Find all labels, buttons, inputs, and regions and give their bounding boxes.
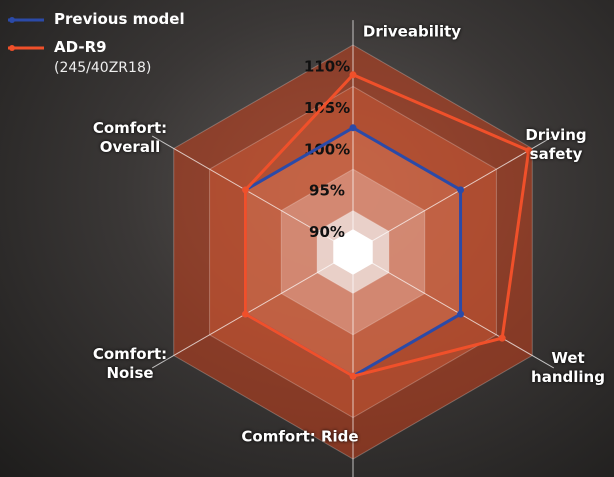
legend-subtitle: (245/40ZR18) [54, 60, 152, 76]
point [349, 124, 357, 132]
point [349, 71, 357, 79]
point [241, 310, 249, 318]
axis-label: Comfort: Overall [92, 119, 168, 156]
point [457, 310, 465, 318]
axis-line [151, 251, 354, 369]
axis-label: Comfort: Ride [241, 427, 359, 446]
r-tick-label: 95% [309, 182, 345, 200]
axis-label: Wet handling [531, 349, 605, 386]
r-tick-label: 105% [304, 99, 350, 117]
legend-label: Previous model [54, 10, 185, 28]
legend-label: AD-R9 [54, 38, 107, 56]
axis-line [352, 135, 555, 253]
r-tick-label: 90% [309, 223, 345, 241]
point [525, 147, 533, 155]
axis-line [151, 135, 354, 253]
legend-dot [9, 17, 15, 23]
point [457, 186, 465, 194]
r-tick-label: 110% [304, 58, 350, 76]
point [498, 334, 506, 342]
point [349, 372, 357, 380]
axis-line [352, 251, 555, 369]
axis-label: Driveability [362, 22, 462, 41]
axis-label: Driving safety [525, 126, 587, 163]
point [241, 186, 249, 194]
r-tick-label: 100% [304, 140, 350, 158]
axis-label: Comfort: Noise [92, 345, 168, 382]
legend-dot [9, 45, 15, 51]
